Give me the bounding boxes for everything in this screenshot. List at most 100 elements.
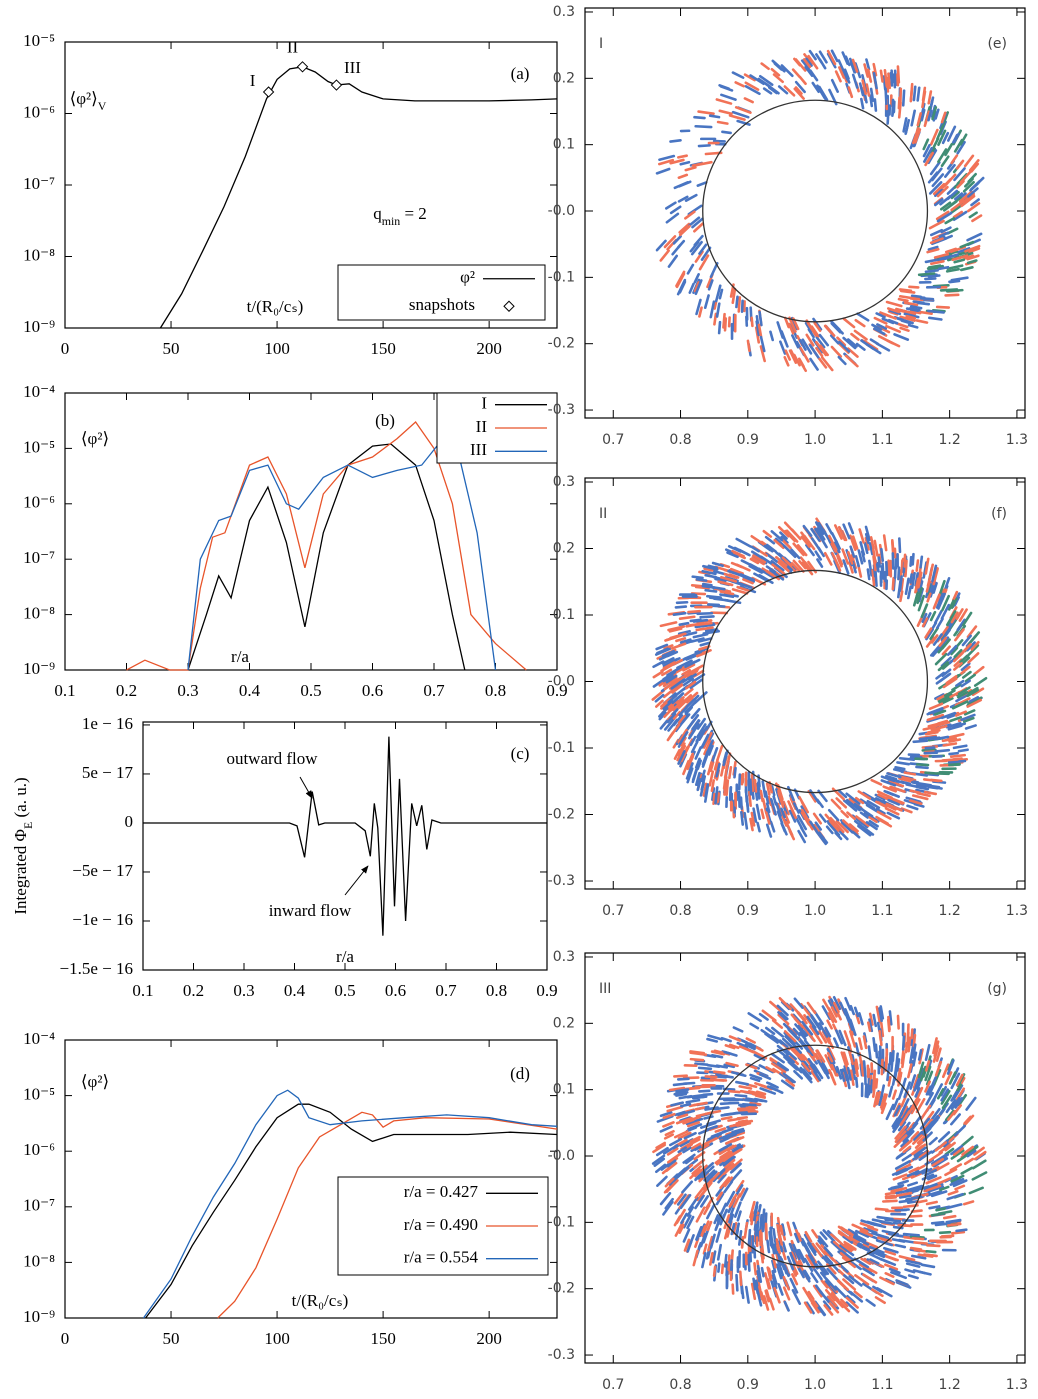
turbulence-stroke [898,568,899,579]
turbulence-stroke [676,1090,687,1092]
turbulence-stroke [926,260,937,262]
turbulence-stroke [926,1045,929,1059]
legend-label: φ² [460,268,475,287]
turbulence-stroke [723,314,724,327]
turbulence-stroke [780,342,785,354]
turbulence-stroke [780,998,791,1009]
turbulence-stroke [877,344,889,351]
turbulence-stroke [716,787,718,803]
turbulence-stroke [725,1255,726,1266]
turbulence-stroke [722,132,730,133]
x-tick-label: 50 [163,1329,180,1348]
turbulence-stroke [908,1065,911,1078]
turbulence-stroke [745,1223,747,1237]
x-tick-label: 100 [264,339,290,358]
snapshot-label: I [599,36,603,52]
turbulence-stroke [832,347,841,357]
turbulence-stroke [893,578,894,589]
y-tick-label: 10⁻⁷ [23,1196,55,1215]
turbulence-stroke [697,579,706,580]
turbulence-stroke [881,71,883,82]
turbulence-stroke [929,276,939,277]
x-tick-label: 0.3 [233,981,254,1000]
turbulence-stroke [669,256,677,267]
turbulence-stroke [785,1302,789,1310]
y-tick-label: −1.5e − 16 [60,959,133,978]
turbulence-stroke [875,99,876,110]
turbulence-stroke [887,1105,893,1119]
turbulence-stroke [722,1038,731,1041]
turbulence-stroke [707,1121,719,1124]
turbulence-stroke [736,1082,747,1084]
turbulence-stroke [860,529,864,542]
turbulence-stroke [661,251,669,261]
turbulence-stroke [712,780,714,790]
turbulence-stroke [897,762,908,764]
panel: 0.70.80.91.01.11.21.30.30.20.1-0.0-0.1-0… [548,949,1028,1393]
turbulence-stroke [868,1066,869,1077]
turbulence-stroke [973,1172,986,1179]
turbulence-stroke [754,1263,755,1274]
turbulence-stroke [696,126,712,127]
turbulence-stroke [916,767,927,768]
turbulence-stroke [896,1209,909,1210]
turbulence-stroke [773,1021,782,1028]
snapshot-label: III [599,981,611,997]
panel-label: (c) [511,744,530,763]
turbulence-stroke [718,122,727,124]
turbulence-stroke [936,1209,944,1211]
legend-label: III [470,440,487,459]
turbulence-stroke [946,295,959,296]
turbulence-stroke [922,1265,934,1267]
turbulence-stroke [929,92,931,104]
turbulence-stroke [881,549,882,560]
turbulence-stroke [909,287,918,288]
turbulence-stroke [954,746,966,748]
turbulence-stroke [912,111,915,125]
y-tick-label: 0 [125,812,134,831]
y-tick-label: -0.1 [548,1214,575,1230]
turbulence-stroke [906,579,908,594]
turbulence-stroke [957,1230,967,1231]
panel: 05010015020010⁻⁹10⁻⁸10⁻⁷10⁻⁶10⁻⁵10⁻⁴⟨φ²⟩… [23,1029,557,1348]
turbulence-stroke [757,1222,758,1231]
turbulence-stroke [828,1021,832,1029]
panel: 0.70.80.91.01.11.21.30.30.20.1-0.0-0.1-0… [548,474,1028,919]
y-tick-label: -0.0 [548,1148,575,1164]
turbulence-stroke [942,157,948,166]
turbulence-stroke [816,552,821,560]
turbulence-stroke [720,111,732,114]
turbulence-stroke [754,1279,756,1289]
turbulence-stroke [699,1068,711,1069]
turbulence-stroke [766,1224,767,1240]
turbulence-stroke [668,1107,682,1111]
turbulence-stroke [890,1053,891,1064]
turbulence-stroke [760,1215,761,1229]
turbulence-stroke [770,332,772,340]
x-tick-label: 0.2 [183,981,204,1000]
turbulence-stroke [899,1225,911,1226]
turbulence-stroke [964,1201,973,1204]
turbulence-stroke [898,581,900,597]
turbulence-stroke [659,156,673,160]
y-tick-label: 10⁻⁴ [23,382,55,401]
note-part: min [382,214,401,228]
turbulence-stroke [764,531,771,536]
turbulence-stroke [900,758,914,759]
turbulence-stroke [950,753,958,754]
x-tick-label: 1.2 [939,1377,961,1393]
turbulence-stroke [778,322,783,337]
x-tick-label: 0.9 [536,981,557,1000]
panel: 05010015020010⁻⁹10⁻⁸10⁻⁷10⁻⁶10⁻⁵IIIIII⟨φ… [23,31,557,358]
turbulence-stroke [701,643,709,645]
turbulence-stroke [657,241,666,250]
turbulence-stroke [912,1030,913,1039]
annotation: outward flow [226,749,318,768]
turbulence-stroke [924,779,938,781]
turbulence-stroke [903,1155,911,1160]
y-tick-label: -0.3 [548,402,575,418]
turbulence-stroke [761,791,763,801]
turbulence-stroke [914,741,927,742]
turbulence-stroke [975,678,986,685]
x-tick-label: 0.4 [284,981,306,1000]
